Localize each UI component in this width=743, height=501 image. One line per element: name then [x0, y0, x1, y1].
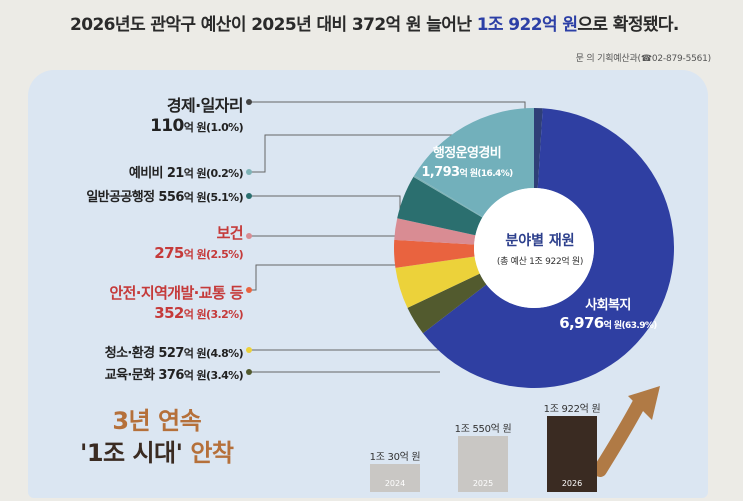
reserve-unit: 억 원(0.2%)	[183, 167, 244, 180]
dot-health	[246, 233, 252, 239]
welfare-name: 사회복지	[585, 298, 631, 313]
bar-2024: 2024	[370, 464, 420, 492]
slogan-line2-end: 안착	[182, 439, 234, 467]
reserve-amount: 21	[166, 166, 185, 181]
dot-clean	[246, 347, 252, 353]
label-reserve: 예비비 21억 원(0.2%)	[128, 162, 244, 181]
donut-slice-3	[395, 256, 480, 308]
donut-slice-6	[397, 176, 483, 236]
slogan-highlight: '1조 시대'	[80, 439, 183, 467]
bar-value-label: 1조 550억 원	[454, 424, 512, 435]
general-unit: 억 원(5.1%)	[183, 191, 244, 204]
label-clean: 청소·환경 527억 원(4.8%)	[104, 342, 244, 361]
welfare-amount: 6,976	[559, 314, 604, 332]
contact-info: 문 의 기획예산과(☎02-879-5561)	[575, 54, 712, 64]
bar-2026: 2026	[547, 416, 597, 492]
clean-amount: 527	[158, 346, 184, 361]
label-health: 보건 275억 원(2.5%)	[154, 222, 243, 262]
safety-name: 안전·지역개발·교통 등	[109, 284, 243, 302]
label-edu: 교육·문화 376억 원(3.4%)	[104, 364, 244, 383]
label-econ: 경제·일자리 110억 원(1.0%)	[150, 92, 244, 136]
econ-name: 경제·일자리	[166, 96, 244, 115]
general-amount: 556	[158, 190, 184, 205]
edu-name: 교육·문화	[104, 368, 155, 383]
headline-highlight: 1조 922억 원	[476, 15, 578, 35]
dot-reserve	[246, 169, 252, 175]
econ-unit: 억 원(1.0%)	[183, 121, 244, 134]
donut-center-label: 분야별 재원 (총 예산 1조 922억 원)	[480, 230, 600, 267]
label-general: 일반공공행정 556억 원(5.1%)	[86, 186, 243, 205]
bar-2025: 2025	[458, 436, 508, 492]
dot-safety	[246, 287, 252, 293]
leader-line-safety	[250, 264, 400, 291]
label-safety: 안전·지역개발·교통 등 352억 원(3.2%)	[109, 282, 243, 322]
econ-amount: 110	[150, 116, 184, 136]
leader-line-general	[250, 195, 401, 212]
donut-slice-5	[394, 218, 476, 245]
donut-slice-4	[394, 239, 475, 268]
donut-center-subtitle: (총 예산 1조 922억 원)	[496, 257, 584, 267]
donut-slice-1	[422, 108, 675, 389]
bar-value-label: 1조 30억 원	[369, 452, 421, 463]
donut-slice-8	[414, 108, 534, 217]
health-name: 보건	[216, 224, 244, 242]
dot-edu	[246, 369, 252, 375]
headline-text-end: 으로 확정됐다.	[577, 15, 679, 35]
clean-unit: 억 원(4.8%)	[183, 347, 244, 360]
edu-unit: 억 원(3.4%)	[183, 369, 244, 382]
reserve-name: 예비비	[128, 166, 164, 181]
general-name: 일반공공행정	[86, 190, 155, 205]
slice-label-admin: 행정운영경비 1,793억 원(16.4%)	[412, 142, 522, 180]
headline-text: 2026년도 관악구 예산이 2025년 대비 372억 원 늘어난	[70, 15, 477, 35]
bar-value-label: 1조 922억 원	[543, 404, 601, 415]
slice-label-welfare: 사회복지 6,976억 원(63.9%)	[548, 294, 668, 332]
admin-amount: 1,793	[421, 165, 460, 180]
health-unit: 억 원(2.5%)	[183, 248, 244, 261]
donut-hole	[474, 188, 594, 308]
donut-slice-7	[413, 175, 483, 218]
dot-econ	[246, 99, 252, 105]
dot-general	[246, 193, 252, 199]
safety-unit: 억 원(3.2%)	[183, 308, 244, 321]
bar-year-label: 2025	[472, 479, 494, 488]
slogan: 3년 연속 '1조 시대' 안착	[80, 405, 234, 469]
admin-name: 행정운영경비	[432, 146, 502, 161]
donut-slice-0	[534, 108, 543, 189]
edu-amount: 376	[158, 368, 184, 383]
bar-year-label: 2024	[384, 479, 406, 488]
clean-name: 청소·환경	[104, 346, 155, 361]
health-amount: 275	[154, 244, 184, 262]
leader-line-reserve	[250, 134, 460, 173]
slogan-line1: 3년 연속	[112, 407, 202, 435]
donut-center-title: 분야별 재원	[505, 233, 575, 249]
donut-slice-2	[407, 273, 487, 334]
welfare-unit: 억 원(63.9%)	[603, 321, 658, 331]
safety-amount: 352	[154, 304, 184, 322]
headline: 2026년도 관악구 예산이 2025년 대비 372억 원 늘어난 1조 92…	[70, 10, 679, 35]
bar-year-label: 2026	[561, 479, 583, 488]
admin-unit: 억 원(16.4%)	[459, 169, 513, 179]
